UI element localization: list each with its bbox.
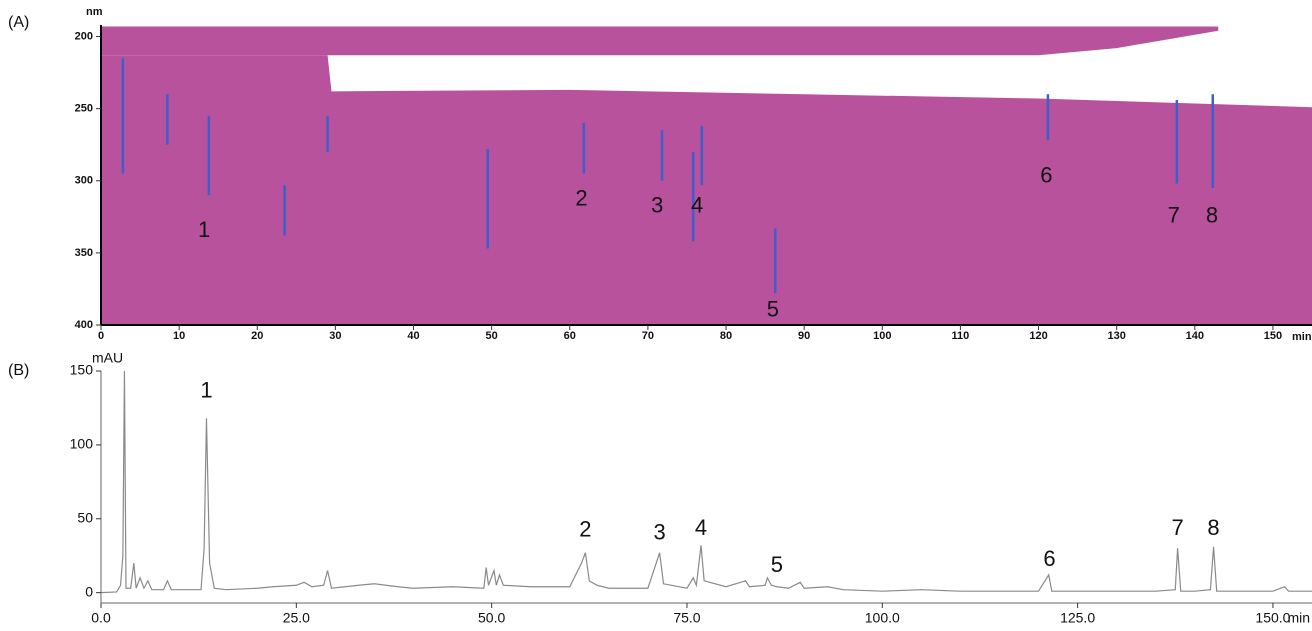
x-tick-label: 0 [98,330,104,342]
x-tick-label: 60 [564,330,576,342]
band-area [101,26,1219,56]
panel-label: (B) [8,362,29,379]
y-tick-label: 50 [77,509,93,525]
peak-label: 4 [691,193,703,218]
peak-label: 6 [1040,162,1052,187]
x-axis-title: min [1287,610,1310,626]
chromatogram-line [100,370,1312,594]
x-tick-label: 75.0 [673,610,700,626]
peak-label: 4 [695,515,707,540]
y-tick-label: 400 [75,319,93,331]
x-tick-label: 150.0 [1255,610,1290,626]
x-tick-label: 50.0 [478,610,505,626]
x-tick-label: 80 [720,330,732,342]
y-tick-label: 100 [70,436,94,452]
x-tick-label: 40 [407,330,419,342]
peak-label: 5 [771,552,783,577]
x-axis-title: min [1292,331,1312,343]
peak-label: 1 [200,378,212,403]
x-tick-label: 10 [173,330,185,342]
x-tick-label: 150 [1264,330,1282,342]
x-tick-label: 30 [329,330,341,342]
x-tick-label: 70 [642,330,654,342]
peak-label: 2 [579,516,591,541]
y-tick-label: 0 [85,583,93,599]
x-tick-label: 120 [1029,330,1047,342]
y-tick-label: 150 [70,362,94,378]
x-tick-label: 100 [873,330,891,342]
peak-label: 8 [1206,203,1218,228]
y-tick-label: 250 [75,103,93,115]
x-tick-label: 50 [486,330,498,342]
x-tick-label: 90 [798,330,810,342]
peak-label: 8 [1207,515,1219,540]
y-tick-label: 350 [75,247,93,259]
y-axis-title: mAU [92,350,123,366]
peak-label: 3 [653,519,665,544]
peak-label: 5 [767,296,779,321]
x-tick-label: 110 [952,330,970,342]
x-tick-label: 0.0 [91,610,111,626]
body-area [101,55,1312,326]
x-tick-label: 100.0 [865,610,900,626]
y-axis-title: nm [86,6,103,18]
x-tick-label: 20 [251,330,263,342]
peak-label: 6 [1043,546,1055,571]
peak-label: 7 [1171,515,1183,540]
x-tick-label: 25.0 [283,610,310,626]
x-tick-label: 130 [1107,330,1125,342]
peak-label: 2 [575,185,587,210]
x-tick-label: 140 [1186,330,1204,342]
panel-label: (A) [8,14,29,31]
y-tick-label: 200 [75,30,93,42]
y-tick-label: 300 [75,175,93,187]
peak-label: 1 [198,217,210,242]
peak-label: 3 [651,193,663,218]
peak-label: 7 [1168,203,1180,228]
x-tick-label: 125.0 [1060,610,1095,626]
